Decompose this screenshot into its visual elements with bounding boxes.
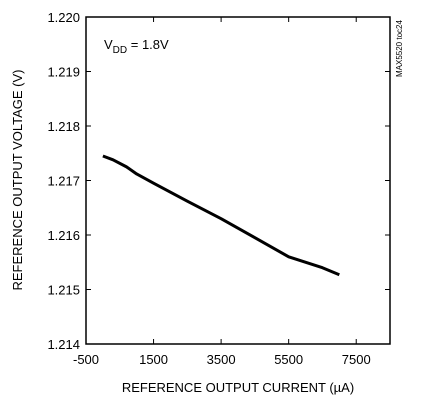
y-axis-ticks: 1.214 1.215 1.216 1.217 1.218 1.219 1.220 [47,10,390,352]
vdd-annotation-main: V [104,37,113,52]
y-tick-label: 1.220 [47,10,80,25]
x-tick-label: 3500 [207,352,236,367]
x-axis-ticks: -500 1500 3500 5500 7500 [73,17,371,367]
y-tick-label: 1.214 [47,337,80,352]
vdd-annotation-rest: = 1.8V [127,37,169,52]
x-tick-label: -500 [73,352,99,367]
y-tick-label: 1.215 [47,283,80,298]
x-axis-title: REFERENCE OUTPUT CURRENT (µA) [122,380,354,395]
plot-frame [85,16,391,345]
y-tick-label: 1.218 [47,119,80,134]
series-line [102,154,340,277]
y-tick-label: 1.217 [47,174,80,189]
figure-id-label: MAX5520 toc24 [395,20,404,77]
y-tick-label: 1.219 [47,65,80,80]
series-group [102,154,340,277]
x-tick-label: 1500 [139,352,168,367]
vdd-annotation: VDD = 1.8V [104,37,169,56]
vdd-annotation-sub: DD [113,45,127,56]
y-tick-label: 1.216 [47,228,80,243]
x-tick-label: 5500 [274,352,303,367]
y-axis-title: REFERENCE OUTPUT VOLTAGE (V) [10,69,25,290]
x-tick-label: 7500 [342,352,371,367]
